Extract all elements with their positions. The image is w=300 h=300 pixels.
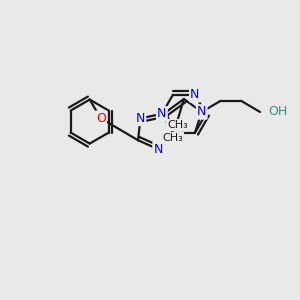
Text: CH₃: CH₃ — [162, 133, 183, 143]
Text: N: N — [157, 107, 167, 120]
Text: N: N — [136, 112, 145, 125]
Text: N: N — [154, 143, 163, 156]
Text: N: N — [197, 106, 206, 118]
Text: OH: OH — [268, 106, 287, 118]
Text: O: O — [96, 112, 106, 125]
Text: CH₃: CH₃ — [167, 120, 188, 130]
Text: N: N — [190, 88, 200, 101]
